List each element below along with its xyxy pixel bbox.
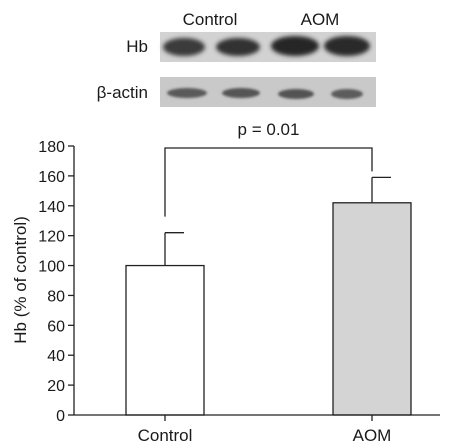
blot-row-label-hb: Hb bbox=[126, 37, 148, 56]
y-axis: 0 20 40 60 80 100 120 140 160 180 bbox=[38, 139, 75, 425]
y-tick-label: 0 bbox=[56, 408, 65, 425]
y-tick-label: 40 bbox=[47, 348, 65, 365]
y-tick-label: 80 bbox=[47, 288, 65, 305]
western-blot-panel: Control AOM Hb β-actin bbox=[97, 10, 376, 107]
x-axis: Control AOM bbox=[74, 414, 440, 445]
significance-bracket: p = 0.01 bbox=[164, 120, 373, 217]
x-tick-label-aom: AOM bbox=[353, 426, 392, 445]
y-tick-label: 60 bbox=[47, 318, 65, 335]
lane-label-aom: AOM bbox=[301, 10, 340, 29]
y-tick-label: 20 bbox=[47, 378, 65, 395]
y-tick-label: 120 bbox=[38, 229, 65, 246]
blot-row-label-beta-actin: β-actin bbox=[97, 83, 148, 102]
y-axis-label: Hb (% of control) bbox=[11, 216, 30, 344]
beta-actin-blot-strip bbox=[160, 77, 376, 107]
y-tick-label: 140 bbox=[38, 199, 65, 216]
x-tick-label-control: Control bbox=[138, 426, 193, 445]
bar-control bbox=[125, 264, 205, 416]
y-tick-label: 180 bbox=[38, 139, 65, 156]
lane-label-control: Control bbox=[183, 10, 238, 29]
p-value-annotation: p = 0.01 bbox=[238, 120, 300, 139]
bars bbox=[125, 176, 412, 416]
bar-aom bbox=[332, 202, 412, 416]
y-tick-label: 100 bbox=[38, 259, 65, 276]
y-tick-label: 160 bbox=[38, 169, 65, 186]
hb-blot-strip bbox=[160, 32, 376, 62]
bracket-line bbox=[164, 147, 373, 217]
bar-chart: Hb (% of control) 0 20 40 60 80 100 120 140 160 1… bbox=[11, 120, 440, 445]
